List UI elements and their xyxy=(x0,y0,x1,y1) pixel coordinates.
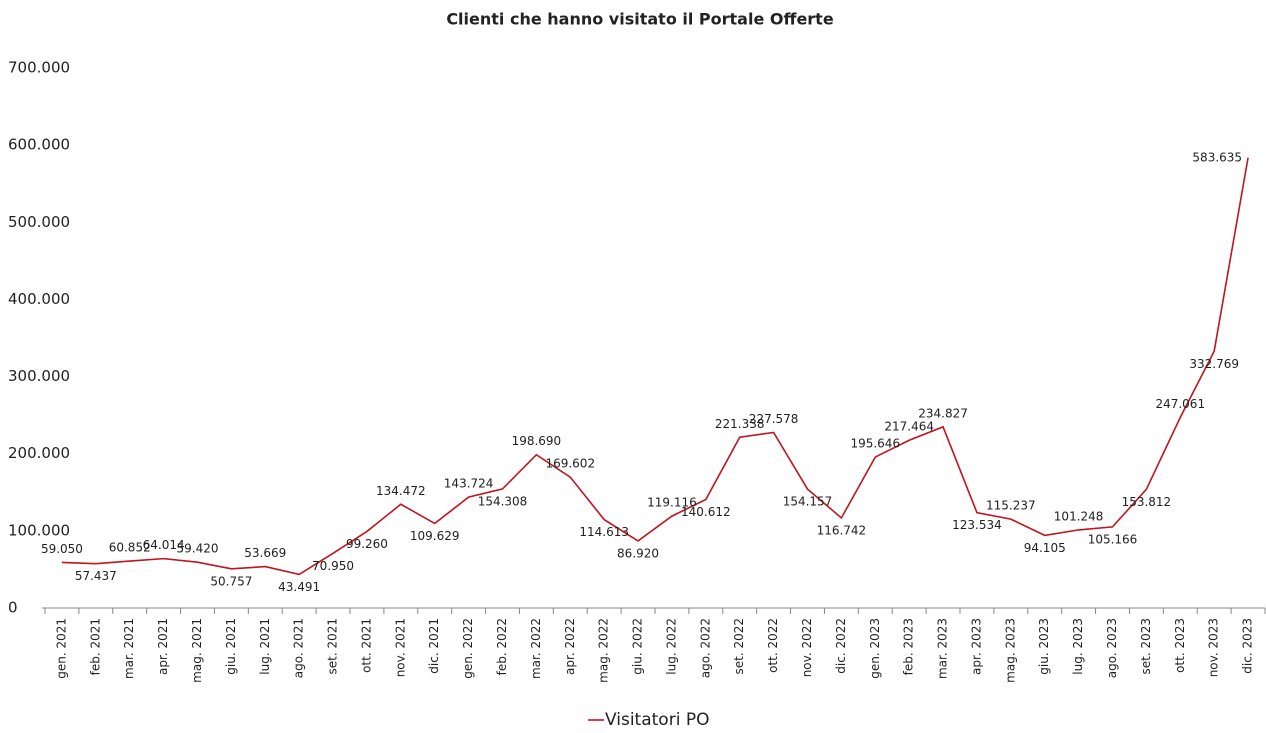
data-label: 116.742 xyxy=(817,523,867,537)
data-label: 64.014 xyxy=(143,538,185,552)
data-label: 234.827 xyxy=(918,406,968,420)
x-tick-label: nov. 2021 xyxy=(393,618,407,677)
legend-label: Visitatori PO xyxy=(605,710,709,730)
x-tick-label: ago. 2021 xyxy=(292,618,306,678)
y-tick-label: 100.000 xyxy=(8,521,70,539)
x-tick-label: gen. 2022 xyxy=(461,618,475,679)
x-tick-label: set. 2022 xyxy=(732,618,746,675)
x-tick-label: lug. 2021 xyxy=(258,618,272,675)
x-tick-label: mag. 2023 xyxy=(1003,618,1017,683)
data-label: 143.724 xyxy=(444,477,494,491)
x-tick-label: nov. 2023 xyxy=(1207,618,1221,677)
data-label: 154.308 xyxy=(478,494,528,508)
x-tick-label: mag. 2021 xyxy=(190,618,204,683)
x-tick-label: mar. 2022 xyxy=(529,618,543,679)
data-label: 57.437 xyxy=(75,569,117,583)
data-label: 123.534 xyxy=(952,518,1002,532)
x-tick-label: mar. 2021 xyxy=(122,618,136,679)
x-tick-label: apr. 2023 xyxy=(969,618,983,675)
data-label: 99.260 xyxy=(346,537,388,551)
data-label: 332.769 xyxy=(1189,357,1239,371)
data-label: 221.338 xyxy=(715,417,765,431)
data-label: 153.812 xyxy=(1122,495,1172,509)
x-tick-label: feb. 2023 xyxy=(902,618,916,675)
data-label: 70.950 xyxy=(312,559,354,573)
chart-title: Clienti che hanno visitato il Portale Of… xyxy=(446,10,834,29)
y-tick-label: 400.000 xyxy=(8,290,70,308)
x-tick-label: dic. 2022 xyxy=(834,618,848,674)
x-tick-label: ott. 2022 xyxy=(766,618,780,673)
x-tick-label: giu. 2023 xyxy=(1037,618,1051,675)
x-tick-label: gen. 2023 xyxy=(868,618,882,679)
x-tick-label: lug. 2023 xyxy=(1071,618,1085,675)
x-tick-label: giu. 2022 xyxy=(631,618,645,675)
data-label: 140.612 xyxy=(681,505,731,519)
data-label: 134.472 xyxy=(376,484,426,498)
data-label: 94.105 xyxy=(1024,541,1066,555)
x-tick-label: set. 2021 xyxy=(326,618,340,675)
data-label: 59.050 xyxy=(41,542,83,556)
data-label: 227.578 xyxy=(749,412,799,426)
data-label: 583.635 xyxy=(1192,150,1242,164)
data-label: 50.757 xyxy=(210,574,252,588)
data-label: 86.920 xyxy=(617,546,659,560)
data-label: 217.464 xyxy=(884,420,934,434)
x-tick-label: feb. 2022 xyxy=(495,618,509,675)
y-tick-label: 300.000 xyxy=(8,367,70,385)
data-label: 114.613 xyxy=(579,525,629,539)
data-label: 169.602 xyxy=(545,457,595,471)
x-tick-label: apr. 2021 xyxy=(156,618,170,675)
x-tick-label: nov. 2022 xyxy=(800,618,814,677)
x-tick-label: dic. 2021 xyxy=(427,618,441,674)
data-label: 247.061 xyxy=(1155,397,1205,411)
data-label: 154.157 xyxy=(783,495,833,509)
x-tick-label: ott. 2023 xyxy=(1173,618,1187,673)
data-label: 105.166 xyxy=(1088,532,1138,546)
data-label: 115.237 xyxy=(986,499,1036,513)
x-tick-label: lug. 2022 xyxy=(664,618,678,675)
data-label: 53.669 xyxy=(244,546,286,560)
data-label: 101.248 xyxy=(1054,509,1104,523)
x-tick-label: mag. 2022 xyxy=(597,618,611,683)
data-label: 119.116 xyxy=(647,496,697,510)
x-tick-label: gen. 2021 xyxy=(54,618,68,679)
data-label: 198.690 xyxy=(512,434,562,448)
x-tick-label: apr. 2022 xyxy=(563,618,577,675)
x-tick-label: ott. 2021 xyxy=(359,618,373,673)
y-tick-label: 600.000 xyxy=(8,136,70,154)
x-tick-label: feb. 2021 xyxy=(88,618,102,675)
data-label: 195.646 xyxy=(850,437,900,451)
x-tick-label: mar. 2023 xyxy=(936,618,950,679)
data-label: 60.852 xyxy=(109,541,151,555)
data-label: 59.420 xyxy=(177,542,219,556)
x-tick-label: set. 2023 xyxy=(1139,618,1153,675)
x-tick-label: ago. 2023 xyxy=(1105,618,1119,678)
y-tick-label: 0 xyxy=(8,599,18,617)
x-tick-label: dic. 2023 xyxy=(1241,618,1255,674)
y-tick-label: 500.000 xyxy=(8,213,70,231)
series-line xyxy=(61,157,1249,576)
y-tick-label: 200.000 xyxy=(8,444,70,462)
data-label: 43.491 xyxy=(278,580,320,594)
x-tick-label: giu. 2021 xyxy=(224,618,238,675)
data-label: 109.629 xyxy=(410,529,460,543)
y-tick-label: 700.000 xyxy=(8,59,70,77)
x-tick-label: ago. 2022 xyxy=(698,618,712,678)
